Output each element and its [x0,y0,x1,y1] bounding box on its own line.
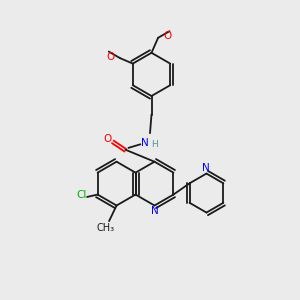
Text: O: O [164,31,172,41]
Text: O: O [103,134,112,144]
Text: N: N [141,138,149,148]
Text: O: O [106,52,115,62]
Text: CH₃: CH₃ [96,223,115,233]
Text: Cl: Cl [76,190,86,200]
Text: N: N [202,163,210,172]
Text: N: N [151,206,159,217]
Text: H: H [152,140,158,149]
